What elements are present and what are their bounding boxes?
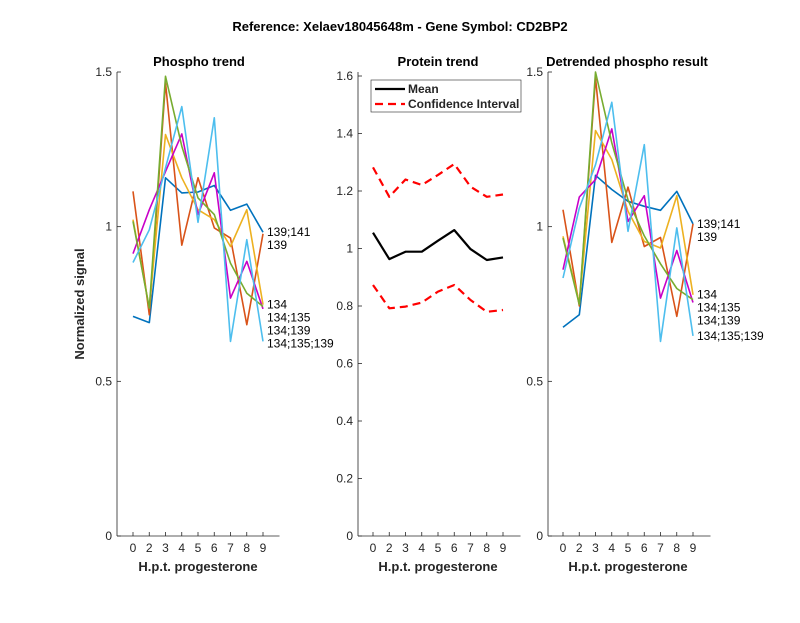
x-tick-label: 8 bbox=[673, 541, 680, 555]
y-tick-label: 0.5 bbox=[526, 374, 543, 388]
x-tick-label: 4 bbox=[608, 541, 615, 555]
y-tick-label: 0.4 bbox=[336, 414, 353, 428]
series-end-label: 134 bbox=[697, 288, 717, 302]
x-tick-label: 2 bbox=[576, 541, 583, 555]
series-end-label: 134;135 bbox=[697, 301, 741, 315]
y-tick-label: 1.6 bbox=[336, 69, 353, 83]
series-end-label: 134 bbox=[267, 298, 287, 312]
x-tick-label: 0 bbox=[370, 541, 377, 555]
y-axis-label: Normalized signal bbox=[72, 248, 87, 359]
series-end-label: 134;135 bbox=[267, 311, 311, 325]
x-tick-label: 7 bbox=[227, 541, 234, 555]
series-end-label: 139;141 bbox=[267, 225, 311, 239]
y-tick-label: 1.4 bbox=[336, 127, 353, 141]
figure-title: Reference: Xelaev18045648m - Gene Symbol… bbox=[232, 19, 567, 34]
y-tick-label: 1.5 bbox=[526, 65, 543, 79]
series-line-2 bbox=[373, 164, 503, 197]
x-axis-label: H.p.t. progesterone bbox=[138, 559, 257, 574]
series-end-label: 139 bbox=[697, 230, 717, 244]
series-end-label: 134;139 bbox=[267, 324, 311, 338]
series-end-label: 139 bbox=[267, 238, 287, 252]
x-tick-label: 5 bbox=[625, 541, 632, 555]
y-tick-label: 0 bbox=[105, 529, 112, 543]
subplot-title: Phospho trend bbox=[153, 54, 245, 69]
x-tick-label: 6 bbox=[211, 541, 218, 555]
legend-mean-label: Mean bbox=[408, 82, 439, 96]
x-tick-label: 5 bbox=[195, 541, 202, 555]
y-tick-label: 0.2 bbox=[336, 472, 353, 486]
y-tick-label: 1 bbox=[346, 242, 353, 256]
x-tick-label: 9 bbox=[260, 541, 267, 555]
x-tick-label: 8 bbox=[243, 541, 250, 555]
series-end-label: 139;141 bbox=[697, 217, 741, 231]
x-tick-label: 9 bbox=[690, 541, 697, 555]
x-tick-label: 0 bbox=[560, 541, 567, 555]
y-tick-label: 1.2 bbox=[336, 184, 353, 198]
x-tick-label: 9 bbox=[500, 541, 507, 555]
y-tick-label: 1 bbox=[536, 220, 543, 234]
x-axis-label: H.p.t. progesterone bbox=[378, 559, 497, 574]
x-tick-label: 6 bbox=[641, 541, 648, 555]
y-tick-label: 1.5 bbox=[95, 65, 112, 79]
y-tick-label: 0.5 bbox=[95, 374, 112, 388]
x-tick-label: 5 bbox=[435, 541, 442, 555]
x-tick-label: 3 bbox=[592, 541, 599, 555]
x-tick-label: 6 bbox=[451, 541, 458, 555]
x-tick-label: 0 bbox=[130, 541, 137, 555]
subplot-title: Protein trend bbox=[398, 54, 479, 69]
x-tick-label: 2 bbox=[386, 541, 393, 555]
series-end-label: 134;135;139 bbox=[267, 337, 334, 351]
series-line-3 bbox=[373, 285, 503, 312]
series-end-label: 134;135;139 bbox=[697, 329, 764, 343]
y-tick-label: 0 bbox=[346, 529, 353, 543]
y-tick-label: 0 bbox=[536, 529, 543, 543]
x-tick-label: 2 bbox=[146, 541, 153, 555]
series-line-1 bbox=[373, 230, 503, 260]
x-tick-label: 3 bbox=[402, 541, 409, 555]
x-tick-label: 8 bbox=[483, 541, 490, 555]
x-tick-label: 4 bbox=[178, 541, 185, 555]
x-tick-label: 3 bbox=[162, 541, 169, 555]
x-tick-label: 7 bbox=[657, 541, 664, 555]
x-tick-label: 7 bbox=[467, 541, 474, 555]
x-tick-label: 4 bbox=[418, 541, 425, 555]
legend-ci-label: Confidence Interval bbox=[408, 97, 519, 111]
y-tick-label: 1 bbox=[105, 220, 112, 234]
series-end-label: 134;139 bbox=[697, 314, 741, 328]
x-axis-label: H.p.t. progesterone bbox=[568, 559, 687, 574]
subplot-title: Detrended phospho result bbox=[546, 54, 708, 69]
y-tick-label: 0.8 bbox=[336, 299, 353, 313]
series-line-1 bbox=[133, 178, 263, 323]
y-tick-label: 0.6 bbox=[336, 357, 353, 371]
